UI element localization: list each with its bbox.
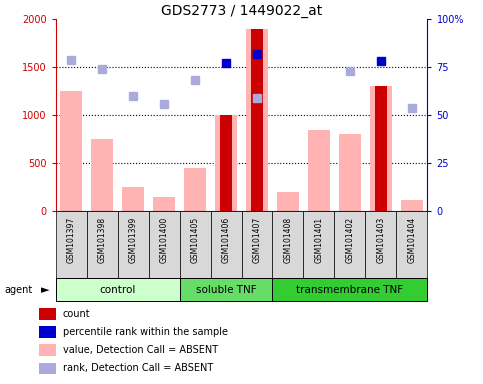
Bar [334, 211, 366, 278]
Bar [251, 29, 263, 211]
Bar [56, 278, 180, 301]
Bar [39, 308, 56, 319]
Bar [39, 326, 56, 338]
Bar [56, 211, 86, 278]
Text: rank, Detection Call = ABSENT: rank, Detection Call = ABSENT [63, 363, 213, 373]
Text: GSM101399: GSM101399 [128, 217, 138, 263]
Bar [86, 211, 117, 278]
Bar [339, 134, 361, 211]
Text: transmembrane TNF: transmembrane TNF [297, 285, 403, 295]
Text: agent: agent [5, 285, 33, 295]
Bar [220, 115, 232, 211]
Text: percentile rank within the sample: percentile rank within the sample [63, 327, 228, 337]
Bar [91, 139, 113, 211]
Text: control: control [99, 285, 136, 295]
Bar [60, 91, 82, 211]
Bar [215, 115, 237, 211]
Title: GDS2773 / 1449022_at: GDS2773 / 1449022_at [161, 4, 322, 18]
Text: count: count [63, 309, 90, 319]
Bar [246, 29, 268, 211]
Bar [375, 86, 387, 211]
Text: GSM101397: GSM101397 [67, 217, 75, 263]
Bar [272, 278, 427, 301]
Text: soluble TNF: soluble TNF [196, 285, 256, 295]
Bar [39, 344, 56, 356]
Bar [211, 211, 242, 278]
Bar [308, 130, 330, 211]
Text: GSM101402: GSM101402 [345, 217, 355, 263]
Text: GSM101403: GSM101403 [376, 217, 385, 263]
Bar [303, 211, 334, 278]
Bar [153, 197, 175, 211]
Bar [277, 192, 299, 211]
Bar [184, 168, 206, 211]
Text: GSM101404: GSM101404 [408, 217, 416, 263]
Bar [272, 211, 303, 278]
Bar [180, 278, 272, 301]
Bar [366, 211, 397, 278]
Text: value, Detection Call = ABSENT: value, Detection Call = ABSENT [63, 345, 218, 355]
Bar [397, 211, 427, 278]
Text: GSM101401: GSM101401 [314, 217, 324, 263]
Text: GSM101406: GSM101406 [222, 217, 230, 263]
Bar [117, 211, 149, 278]
Bar [122, 187, 144, 211]
Bar [180, 211, 211, 278]
Bar [149, 211, 180, 278]
Text: GSM101398: GSM101398 [98, 217, 107, 263]
Text: GSM101408: GSM101408 [284, 217, 293, 263]
Text: GSM101400: GSM101400 [159, 217, 169, 263]
Text: GSM101405: GSM101405 [190, 217, 199, 263]
Bar [39, 362, 56, 374]
Text: ►: ► [41, 285, 50, 295]
Text: GSM101407: GSM101407 [253, 217, 261, 263]
Bar [401, 200, 423, 211]
Bar [242, 211, 272, 278]
Bar [370, 86, 392, 211]
